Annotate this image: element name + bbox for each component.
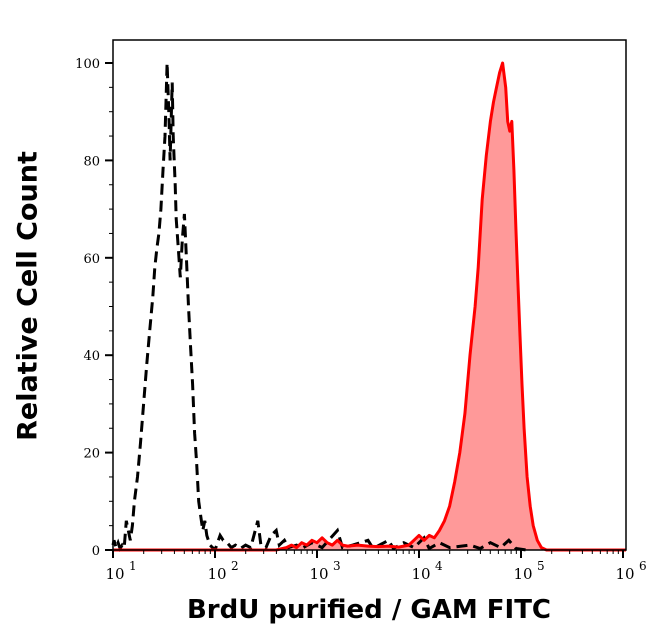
svg-text:10: 10 [309, 565, 328, 583]
svg-text:6: 6 [639, 559, 646, 573]
x-tick-label: 10 6 [615, 559, 646, 583]
positive-series-fill [276, 63, 626, 550]
svg-text:1: 1 [129, 559, 137, 573]
y-tick-label: 100 [75, 57, 100, 72]
svg-text:10: 10 [411, 565, 430, 583]
y-tick-label: 80 [83, 154, 100, 169]
plot-area [111, 61, 626, 553]
svg-text:10: 10 [105, 565, 124, 583]
svg-text:5: 5 [537, 559, 545, 573]
x-tick-label: 10 2 [207, 559, 238, 583]
svg-text:10: 10 [207, 565, 226, 583]
y-tick-label: 60 [83, 252, 100, 267]
svg-text:10: 10 [615, 565, 634, 583]
x-tick-label: 10 4 [411, 559, 443, 583]
positive-series-line [113, 61, 626, 552]
y-axis-title: Relative Cell Count [12, 151, 44, 441]
y-tick-label: 20 [83, 447, 100, 462]
x-tick-label: 10 1 [105, 559, 136, 583]
x-tick-label: 10 3 [309, 559, 340, 583]
y-tick-label: 40 [83, 349, 100, 364]
x-axis: 10 1 10 2 10 3 10 4 10 5 10 6 [105, 550, 646, 583]
x-tick-label: 10 5 [513, 559, 544, 583]
svg-text:10: 10 [513, 565, 532, 583]
y-axis: 0 20 40 60 80 100 [75, 57, 113, 559]
svg-text:4: 4 [435, 559, 443, 573]
x-axis-title: BrdU purified / GAM FITC [186, 595, 552, 625]
svg-text:2: 2 [231, 559, 239, 573]
y-tick-label: 0 [92, 544, 100, 559]
plot-frame [112, 39, 627, 551]
svg-text:3: 3 [333, 559, 341, 573]
